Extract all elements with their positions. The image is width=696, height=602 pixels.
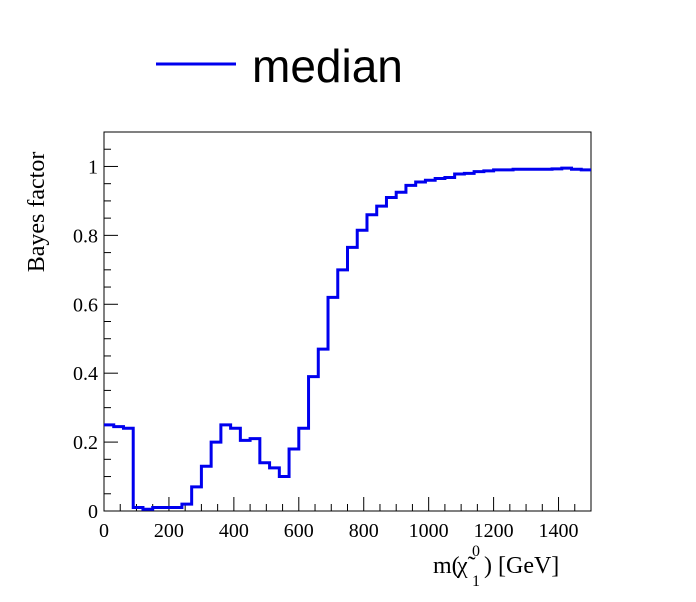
x-tick-label: 200 (154, 520, 184, 542)
x-axis-title-superscript: 0 (472, 543, 480, 560)
legend: median (156, 40, 403, 92)
x-axis-title: m( χ̃ 0 1 ) [GeV] (433, 543, 559, 590)
x-axis-title-prefix: m( (433, 553, 460, 579)
x-axis-title-suffix: ) [GeV] (484, 553, 559, 579)
y-tick-label: 0.4 (73, 363, 98, 385)
x-tick-label: 0 (99, 520, 109, 542)
y-tick-label: 0.6 (73, 294, 98, 316)
x-tick-label: 1400 (539, 520, 579, 542)
x-tick-label: 400 (219, 520, 249, 542)
x-tick-label: 1000 (409, 520, 449, 542)
y-tick-label: 0.8 (73, 225, 98, 247)
plot-frame (103, 131, 592, 512)
x-tick-label: 600 (284, 520, 314, 542)
x-tick-label: 800 (349, 520, 379, 542)
y-tick-label: 0.2 (73, 432, 98, 454)
legend-label-median: median (252, 40, 403, 92)
y-tick-label: 1 (88, 156, 98, 178)
x-tick-label: 1200 (474, 520, 514, 542)
series-median-line (104, 166, 591, 511)
y-tick-label: 0 (88, 501, 98, 523)
y-axis-title: Bayes factor (24, 152, 50, 273)
y-axis: 0 0.2 0.4 0.6 0.8 1 (73, 148, 118, 523)
x-axis: 0 200 400 600 800 1000 1200 1400 (99, 497, 579, 542)
x-axis-title-subscript: 1 (472, 573, 480, 590)
